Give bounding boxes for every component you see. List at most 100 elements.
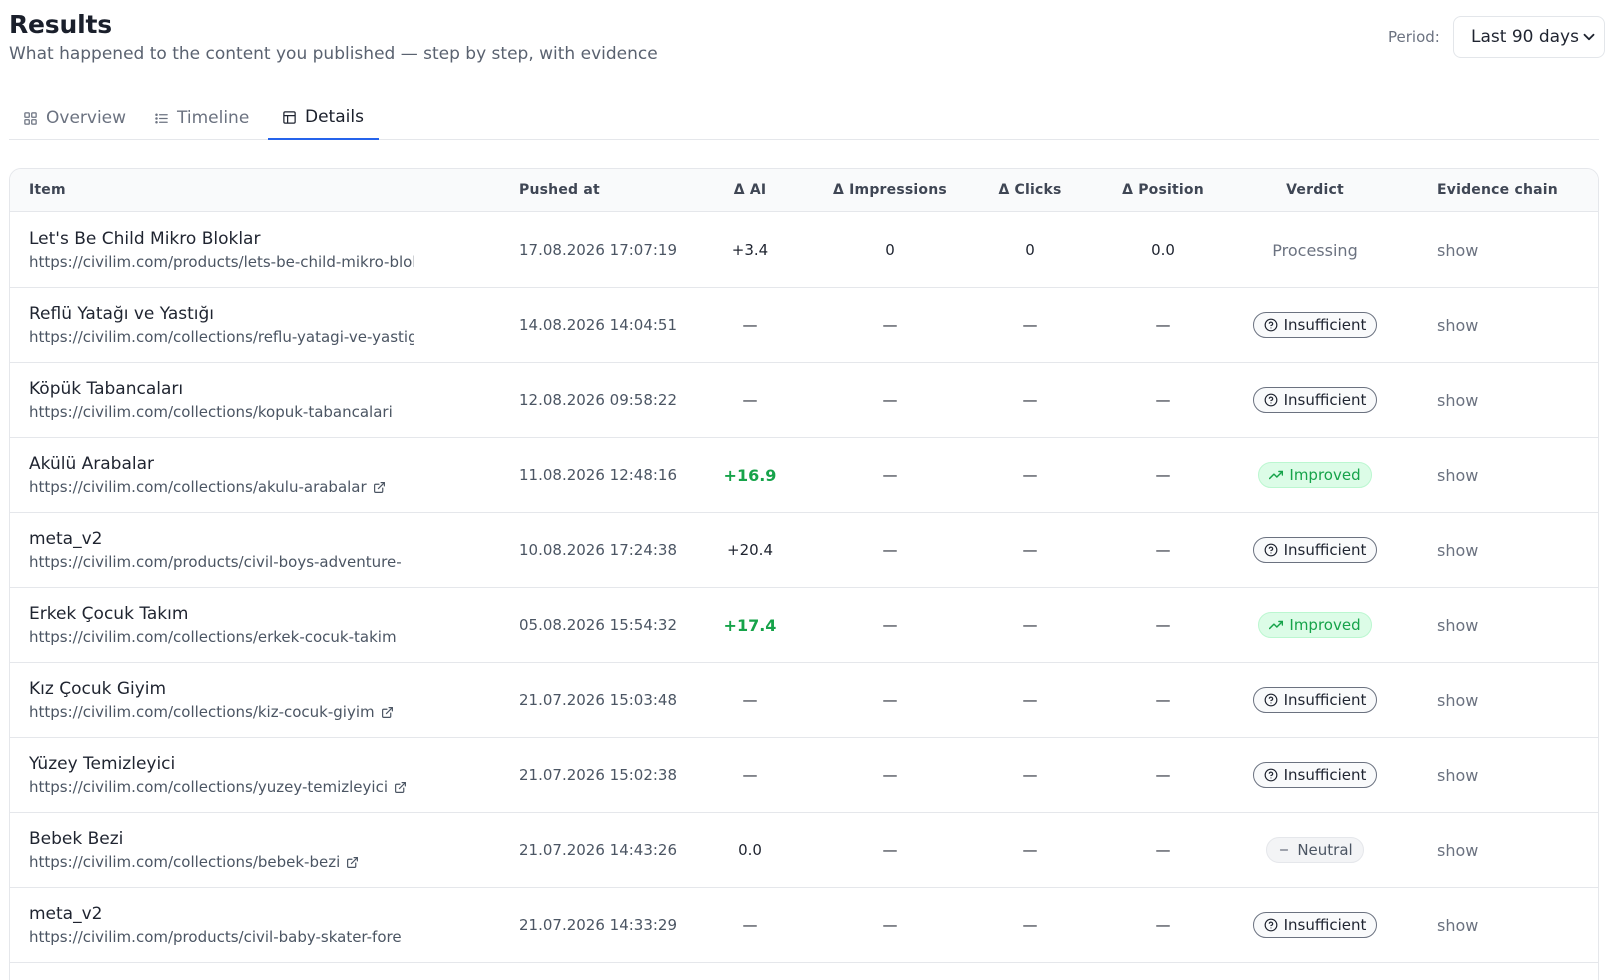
external-link-icon[interactable] [373, 481, 386, 494]
item-url-link[interactable]: https://civilim.com/collections/kiz-cocu… [29, 703, 394, 721]
delta-ai-value: — [742, 916, 758, 934]
delta-position-value: — [1155, 541, 1171, 559]
item-cell: meta_v2 https://civilim.com/products/civ… [29, 512, 414, 588]
verdict-label: Improved [1289, 616, 1361, 634]
tab-details[interactable]: Details [268, 96, 379, 140]
external-link-icon[interactable] [381, 706, 394, 719]
delta-position-value: — [1155, 616, 1171, 634]
minus-icon [1280, 849, 1289, 851]
evidence-show-link[interactable]: show [1437, 915, 1479, 935]
delta-clicks-value: — [1022, 541, 1038, 559]
evidence-show-link[interactable]: show [1437, 390, 1479, 410]
item-name: meta_v2 [29, 529, 103, 549]
item-cell: Akülü Arabalar https://civilim.com/colle… [29, 437, 414, 513]
evidence-show-link[interactable]: show [1437, 615, 1479, 635]
col-header-delta-position[interactable]: Δ Position [1122, 182, 1204, 198]
col-header-delta-clicks[interactable]: Δ Clicks [998, 182, 1062, 198]
delta-impressions-value: — [882, 391, 898, 409]
table-row: meta_v2 https://civilim.com/products/civ… [10, 512, 1598, 588]
delta-ai-value: +20.4 [727, 541, 773, 559]
delta-position-value: — [1155, 391, 1171, 409]
verdict-cell: Neutral [1245, 812, 1385, 888]
item-name: Köpük Tabancaları [29, 379, 184, 399]
item-name: meta_v2 [29, 904, 103, 924]
delta-position-value: 0.0 [1151, 241, 1175, 259]
delta-impressions-value: 0 [885, 241, 895, 259]
delta-position-cell: — [1108, 887, 1218, 963]
item-cell: Erkek Çocuk Takım https://civilim.com/co… [29, 587, 414, 663]
external-link-icon[interactable] [394, 781, 407, 794]
table-header: Item Pushed at Δ AI Δ Impressions Δ Clic… [10, 169, 1598, 212]
table-row: Akülü Arabalar https://civilim.com/colle… [10, 437, 1598, 513]
pushed-at: 17.08.2026 17:07:19 [519, 241, 678, 259]
delta-ai-cell: — [700, 362, 800, 438]
delta-position-value: — [1155, 841, 1171, 859]
tab-overview-label: Overview [46, 108, 127, 128]
delta-position-value: — [1155, 766, 1171, 784]
item-cell: Köpük Tabancaları https://civilim.com/co… [29, 362, 414, 438]
delta-position-cell: — [1108, 662, 1218, 738]
evidence-show-link[interactable]: show [1437, 765, 1479, 785]
verdict-label: Insufficient [1283, 541, 1367, 559]
delta-impressions-value: — [882, 541, 898, 559]
item-name: Akülü Arabalar [29, 454, 155, 474]
pushed-at: 05.08.2026 15:54:32 [519, 616, 678, 634]
delta-ai-cell: +16.9 [700, 437, 800, 513]
help-circle-icon [1264, 543, 1278, 557]
delta-ai-cell: — [700, 737, 800, 813]
verdict-badge-insufficient: Insufficient [1252, 312, 1378, 338]
item-url-text: https://civilim.com/collections/bebek-be… [29, 853, 341, 871]
tab-overview[interactable]: Overview [9, 96, 140, 140]
delta-impressions-value: — [882, 916, 898, 934]
item-name: Reflü Yatağı ve Yastığı [29, 304, 214, 324]
pushed-at: 21.07.2026 15:02:38 [519, 766, 678, 784]
item-url-text: https://civilim.com/products/civil-boys-… [29, 553, 402, 571]
item-url-link[interactable]: https://civilim.com/products/civil-boys-… [29, 553, 402, 571]
delta-clicks-cell: — [990, 587, 1070, 663]
external-link-icon[interactable] [346, 856, 359, 869]
evidence-show-link[interactable]: show [1437, 240, 1479, 260]
col-header-delta-ai[interactable]: Δ AI [733, 182, 767, 198]
delta-clicks-cell: — [990, 362, 1070, 438]
delta-impressions-cell: 0 [825, 212, 955, 288]
delta-ai-value: 0.0 [738, 841, 762, 859]
delta-clicks-cell: — [990, 887, 1070, 963]
item-url-link[interactable]: https://civilim.com/collections/akulu-ar… [29, 478, 386, 496]
delta-clicks-value: — [1022, 841, 1038, 859]
item-url-link[interactable]: https://civilim.com/products/lets-be-chi… [29, 253, 414, 271]
delta-clicks-value: — [1022, 616, 1038, 634]
delta-ai-cell: 0.0 [700, 812, 800, 888]
evidence-show-link[interactable]: show [1437, 690, 1479, 710]
col-header-verdict[interactable]: Verdict [1286, 182, 1344, 198]
verdict-processing: Processing [1272, 240, 1358, 260]
item-url-link[interactable]: https://civilim.com/collections/kopuk-ta… [29, 403, 393, 421]
delta-impressions-value: — [882, 316, 898, 334]
item-url-link[interactable]: https://civilim.com/collections/erkek-co… [29, 628, 397, 646]
table-row: Kız Çocuk Giyim https://civilim.com/coll… [10, 662, 1598, 738]
pushed-at: 10.08.2026 17:24:38 [519, 541, 678, 559]
pushed-at: 21.07.2026 15:03:48 [519, 691, 678, 709]
delta-position-value: — [1155, 466, 1171, 484]
evidence-show-link[interactable]: show [1437, 540, 1479, 560]
delta-ai-cell: +3.4 [700, 212, 800, 288]
delta-clicks-value: 0 [1025, 241, 1035, 259]
item-url-link[interactable]: https://civilim.com/products/civil-baby-… [29, 928, 402, 946]
item-url-link[interactable]: https://civilim.com/collections/bebek-be… [29, 853, 359, 871]
evidence-show-link[interactable]: show [1437, 465, 1479, 485]
delta-impressions-cell: — [825, 887, 955, 963]
delta-impressions-cell: — [825, 512, 955, 588]
item-url-text: https://civilim.com/collections/akulu-ar… [29, 478, 367, 496]
col-header-item[interactable]: Item [29, 182, 66, 198]
evidence-show-link[interactable]: show [1437, 315, 1479, 335]
delta-clicks-cell: — [990, 437, 1070, 513]
period-select-value: Last 90 days [1471, 27, 1579, 47]
delta-position-cell: — [1108, 512, 1218, 588]
col-header-delta-impressions[interactable]: Δ Impressions [833, 182, 947, 198]
tab-timeline[interactable]: Timeline [140, 96, 263, 140]
verdict-badge-insufficient: Insufficient [1252, 762, 1378, 788]
col-header-pushed-at[interactable]: Pushed at [519, 182, 600, 198]
item-url-link[interactable]: https://civilim.com/collections/reflu-ya… [29, 328, 414, 346]
item-url-link[interactable]: https://civilim.com/collections/yuzey-te… [29, 778, 407, 796]
period-select[interactable]: Last 90 days [1453, 16, 1605, 58]
evidence-show-link[interactable]: show [1437, 840, 1479, 860]
